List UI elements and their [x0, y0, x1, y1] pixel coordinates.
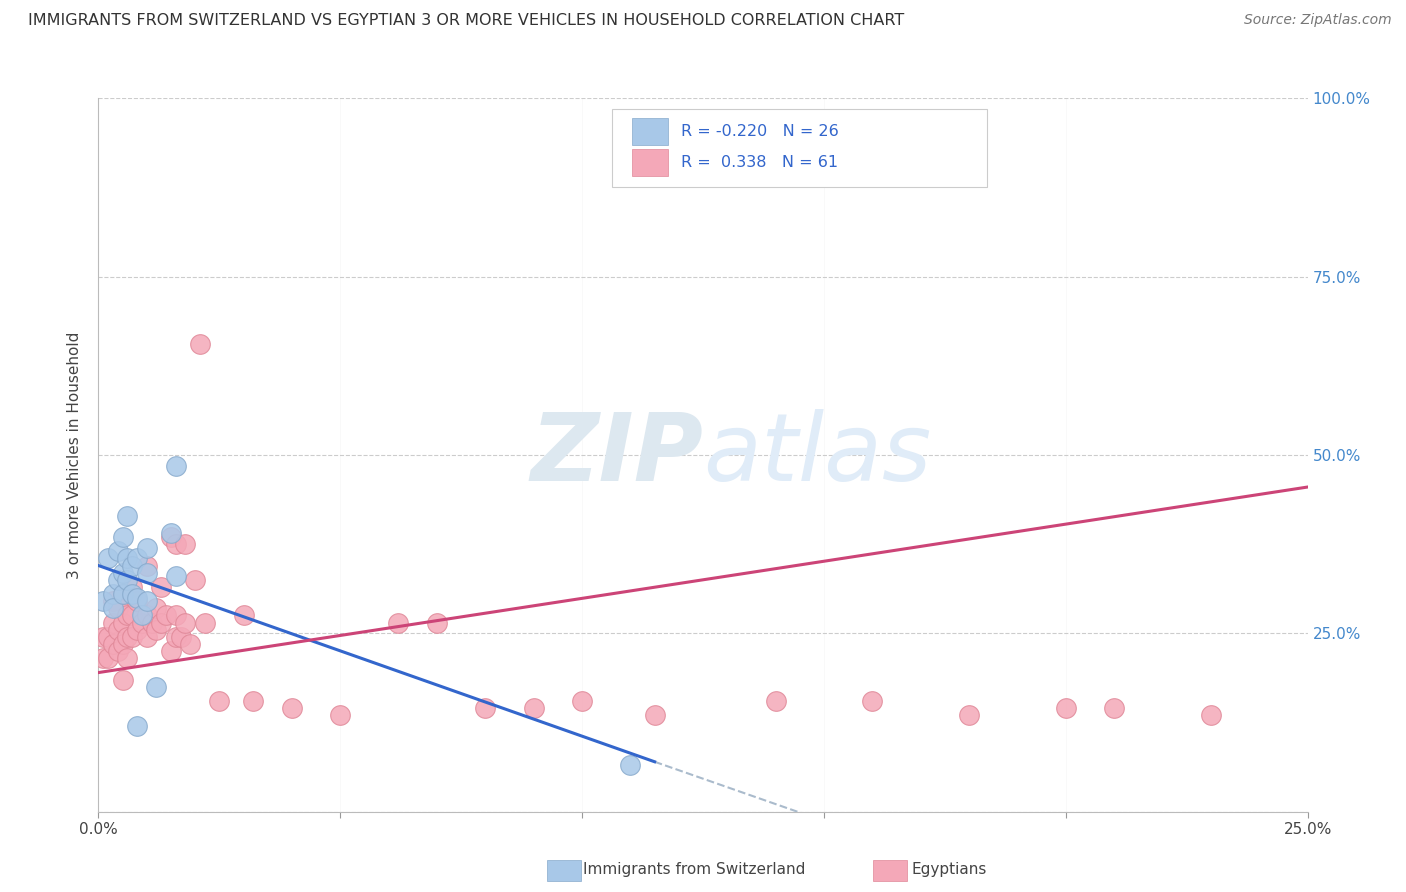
Point — [174, 537, 197, 551]
Point — [523, 701, 546, 715]
Point — [127, 623, 149, 637]
Point — [179, 637, 201, 651]
Point — [165, 630, 187, 644]
Point — [121, 580, 143, 594]
Point — [160, 526, 183, 541]
Point — [188, 337, 211, 351]
Point — [165, 537, 187, 551]
Point — [160, 530, 183, 544]
Point — [97, 651, 120, 665]
Point — [329, 708, 352, 723]
Text: Immigrants from Switzerland: Immigrants from Switzerland — [583, 863, 806, 877]
Text: R =  0.338   N = 61: R = 0.338 N = 61 — [682, 155, 838, 169]
Text: Source: ZipAtlas.com: Source: ZipAtlas.com — [1244, 13, 1392, 28]
Point — [155, 608, 177, 623]
Point — [860, 694, 883, 708]
Point — [131, 608, 153, 623]
Point — [131, 615, 153, 630]
Point — [242, 694, 264, 708]
Point — [111, 637, 134, 651]
Point — [97, 630, 120, 644]
Point — [426, 615, 449, 630]
Point — [111, 673, 134, 687]
Point — [387, 615, 409, 630]
Y-axis label: 3 or more Vehicles in Household: 3 or more Vehicles in Household — [67, 331, 83, 579]
FancyBboxPatch shape — [631, 149, 668, 176]
Point — [194, 615, 217, 630]
Point — [135, 594, 157, 608]
Point — [165, 458, 187, 473]
Point — [135, 558, 157, 573]
Point — [184, 573, 207, 587]
Point — [1199, 708, 1222, 723]
Point — [135, 566, 157, 580]
Point — [117, 551, 139, 566]
Point — [101, 601, 124, 615]
Point — [619, 758, 641, 772]
Point — [107, 544, 129, 558]
Point — [571, 694, 593, 708]
Point — [474, 701, 496, 715]
Point — [765, 694, 787, 708]
Point — [107, 623, 129, 637]
Point — [121, 630, 143, 644]
Text: R = -0.220   N = 26: R = -0.220 N = 26 — [682, 124, 839, 139]
Point — [91, 651, 114, 665]
Point — [117, 608, 139, 623]
Point — [101, 594, 124, 608]
Point — [145, 680, 167, 694]
Point — [232, 608, 254, 623]
Point — [174, 615, 197, 630]
Point — [141, 615, 163, 630]
Point — [1102, 701, 1125, 715]
Point — [957, 708, 980, 723]
Point — [111, 530, 134, 544]
Point — [135, 630, 157, 644]
Point — [101, 637, 124, 651]
Point — [169, 630, 191, 644]
Point — [117, 508, 139, 523]
Point — [1054, 701, 1077, 715]
Point — [127, 551, 149, 566]
Point — [117, 573, 139, 587]
Point — [97, 551, 120, 566]
Point — [107, 573, 129, 587]
Point — [127, 594, 149, 608]
Point — [111, 615, 134, 630]
Point — [107, 644, 129, 658]
Point — [160, 644, 183, 658]
FancyBboxPatch shape — [613, 109, 987, 187]
Point — [135, 608, 157, 623]
Point — [145, 623, 167, 637]
Point — [117, 630, 139, 644]
Text: Egyptians: Egyptians — [911, 863, 987, 877]
Point — [121, 558, 143, 573]
Point — [165, 569, 187, 583]
Point — [101, 615, 124, 630]
Point — [91, 630, 114, 644]
Point — [111, 587, 134, 601]
Point — [111, 566, 134, 580]
Point — [150, 580, 173, 594]
Point — [281, 701, 304, 715]
Text: IMMIGRANTS FROM SWITZERLAND VS EGYPTIAN 3 OR MORE VEHICLES IN HOUSEHOLD CORRELAT: IMMIGRANTS FROM SWITZERLAND VS EGYPTIAN … — [28, 13, 904, 29]
Point — [127, 719, 149, 733]
Point — [107, 601, 129, 615]
Point — [101, 587, 124, 601]
Point — [91, 594, 114, 608]
Point — [121, 587, 143, 601]
Point — [135, 541, 157, 555]
Point — [165, 608, 187, 623]
Point — [127, 591, 149, 605]
Point — [208, 694, 231, 708]
Point — [121, 608, 143, 623]
Text: ZIP: ZIP — [530, 409, 703, 501]
Point — [644, 708, 666, 723]
Point — [150, 615, 173, 630]
Point — [145, 601, 167, 615]
Text: atlas: atlas — [703, 409, 931, 500]
Point — [111, 587, 134, 601]
Point — [117, 651, 139, 665]
FancyBboxPatch shape — [631, 118, 668, 145]
